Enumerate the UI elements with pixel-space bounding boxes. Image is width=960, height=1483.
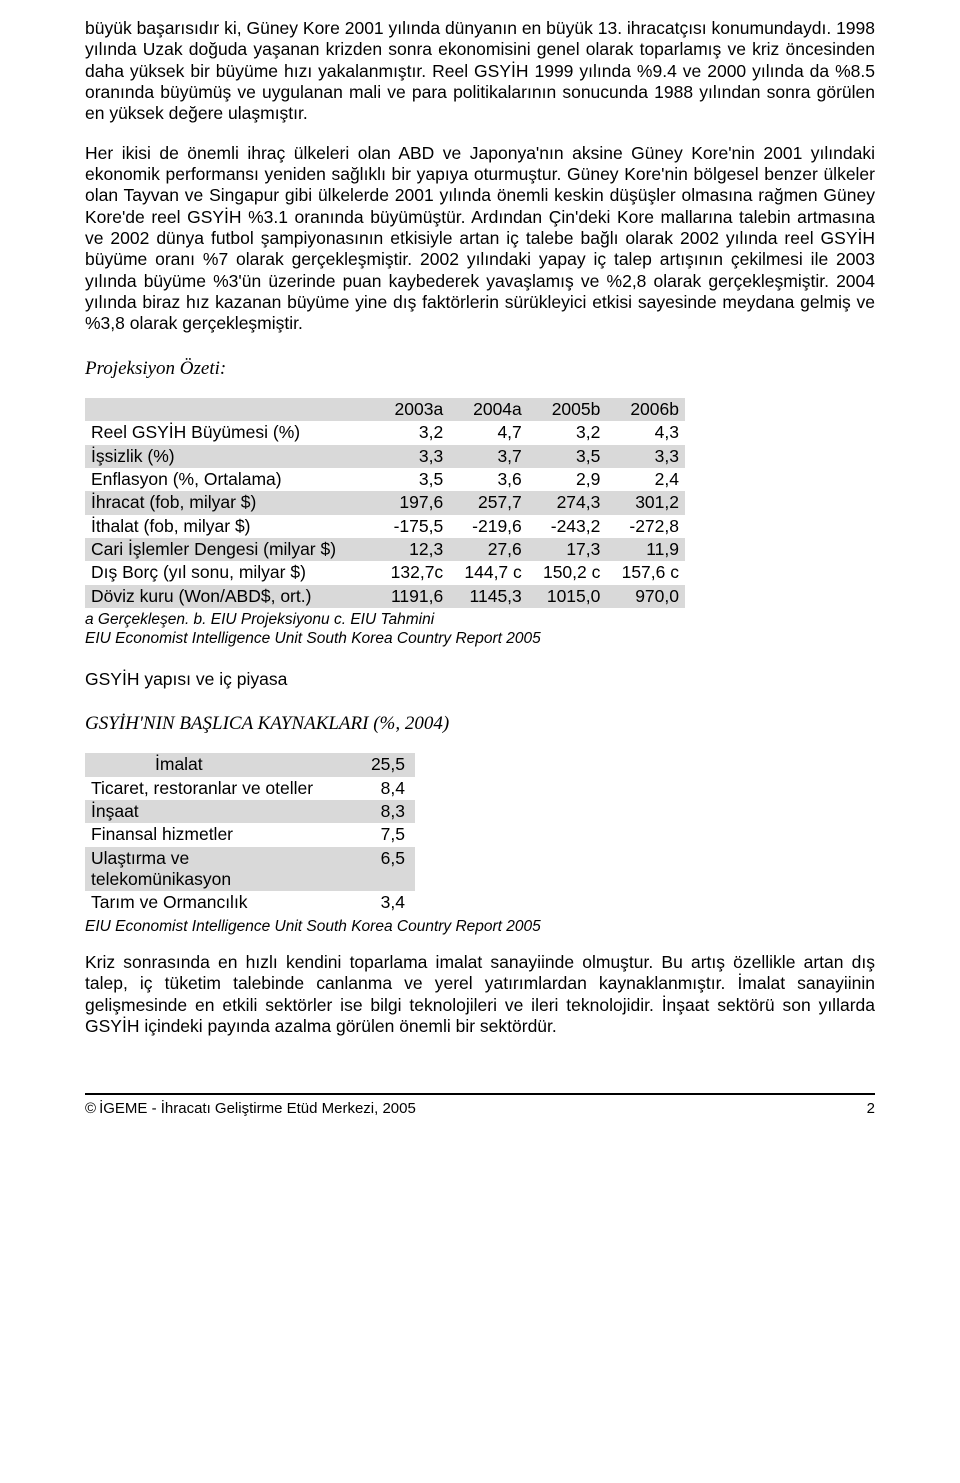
table-row: İnşaat 8,3 bbox=[85, 800, 415, 823]
cell: 274,3 bbox=[528, 491, 607, 514]
cell: -243,2 bbox=[528, 515, 607, 538]
cell: 27,6 bbox=[449, 538, 528, 561]
row-label: İnşaat bbox=[85, 800, 329, 823]
cell: 132,7c bbox=[376, 561, 449, 584]
projection-table: 2003a 2004a 2005b 2006b Reel GSYİH Büyüm… bbox=[85, 398, 685, 608]
cell: 4,3 bbox=[606, 421, 685, 444]
paragraph-2: Her ikisi de önemli ihraç ülkeleri olan … bbox=[85, 143, 875, 335]
row-label: Finansal hizmetler bbox=[85, 823, 329, 846]
cell: 257,7 bbox=[449, 491, 528, 514]
table-row: Finansal hizmetler 7,5 bbox=[85, 823, 415, 846]
cell: 3,3 bbox=[376, 445, 449, 468]
col-2005b: 2005b bbox=[528, 398, 607, 421]
gsy-source: EIU Economist Intelligence Unit South Ko… bbox=[85, 917, 875, 936]
projection-heading: Projeksiyon Özeti: bbox=[85, 357, 875, 380]
cell: 2,4 bbox=[606, 468, 685, 491]
cell: 197,6 bbox=[376, 491, 449, 514]
table-row: Enflasyon (%, Ortalama) 3,5 3,6 2,9 2,4 bbox=[85, 468, 685, 491]
cell: 3,5 bbox=[528, 445, 607, 468]
table-row: Reel GSYİH Büyümesi (%) 3,2 4,7 3,2 4,3 bbox=[85, 421, 685, 444]
table-row: Cari İşlemler Dengesi (milyar $) 12,3 27… bbox=[85, 538, 685, 561]
row-label: Ulaştırma ve telekomünikasyon bbox=[85, 847, 329, 892]
cell: 12,3 bbox=[376, 538, 449, 561]
cell: 144,7 c bbox=[449, 561, 528, 584]
cell: 25,5 bbox=[329, 753, 415, 776]
cell: 8,3 bbox=[329, 800, 415, 823]
cell: 7,5 bbox=[329, 823, 415, 846]
row-label: Tarım ve Ormancılık bbox=[85, 891, 329, 914]
cell: 3,6 bbox=[449, 468, 528, 491]
cell: 150,2 c bbox=[528, 561, 607, 584]
table-row: İhracat (fob, milyar $) 197,6 257,7 274,… bbox=[85, 491, 685, 514]
cell: -219,6 bbox=[449, 515, 528, 538]
table-row: Dış Borç (yıl sonu, milyar $) 132,7c 144… bbox=[85, 561, 685, 584]
cell: 3,2 bbox=[528, 421, 607, 444]
page-footer: ©İGEME - İhracatı Geliştirme Etüd Merkez… bbox=[85, 1093, 875, 1118]
footer-org: İGEME - İhracatı Geliştirme Etüd Merkezi… bbox=[99, 1100, 416, 1117]
cell: 157,6 c bbox=[606, 561, 685, 584]
cell: 3,3 bbox=[606, 445, 685, 468]
copyright-icon: © bbox=[85, 1100, 96, 1117]
paragraph-1: büyük başarısıdır ki, Güney Kore 2001 yı… bbox=[85, 18, 875, 125]
cell: 301,2 bbox=[606, 491, 685, 514]
table-row: Döviz kuru (Won/ABD$, ort.) 1191,6 1145,… bbox=[85, 585, 685, 608]
cell: 2,9 bbox=[528, 468, 607, 491]
table-row: İşsizlik (%) 3,3 3,7 3,5 3,3 bbox=[85, 445, 685, 468]
paragraph-3: Kriz sonrasında en hızlı kendini toparla… bbox=[85, 952, 875, 1037]
footer-left: ©İGEME - İhracatı Geliştirme Etüd Merkez… bbox=[85, 1100, 416, 1118]
gsy-subheading: GSYİH yapısı ve iç piyasa bbox=[85, 669, 875, 690]
cell: -272,8 bbox=[606, 515, 685, 538]
cell: 3,2 bbox=[376, 421, 449, 444]
gsy-table: İmalat 25,5 Ticaret, restoranlar ve otel… bbox=[85, 753, 415, 914]
cell: 11,9 bbox=[606, 538, 685, 561]
row-label: İşsizlik (%) bbox=[85, 445, 376, 468]
cell: 1191,6 bbox=[376, 585, 449, 608]
row-label: İhracat (fob, milyar $) bbox=[85, 491, 376, 514]
cell: 8,4 bbox=[329, 777, 415, 800]
row-label: Enflasyon (%, Ortalama) bbox=[85, 468, 376, 491]
row-label: Döviz kuru (Won/ABD$, ort.) bbox=[85, 585, 376, 608]
col-blank bbox=[85, 398, 376, 421]
cell: 17,3 bbox=[528, 538, 607, 561]
table-row: İmalat 25,5 bbox=[85, 753, 415, 776]
row-label: Cari İşlemler Dengesi (milyar $) bbox=[85, 538, 376, 561]
projection-source: EIU Economist Intelligence Unit South Ko… bbox=[85, 629, 875, 648]
cell: 3,5 bbox=[376, 468, 449, 491]
row-label: İmalat bbox=[85, 753, 329, 776]
col-2006b: 2006b bbox=[606, 398, 685, 421]
cell: 6,5 bbox=[329, 847, 415, 892]
row-label: İthalat (fob, milyar $) bbox=[85, 515, 376, 538]
cell: -175,5 bbox=[376, 515, 449, 538]
table-header-row: 2003a 2004a 2005b 2006b bbox=[85, 398, 685, 421]
cell: 4,7 bbox=[449, 421, 528, 444]
document-page: büyük başarısıdır ki, Güney Kore 2001 yı… bbox=[0, 0, 960, 1148]
col-2004a: 2004a bbox=[449, 398, 528, 421]
cell: 970,0 bbox=[606, 585, 685, 608]
projection-note: a Gerçekleşen. b. EIU Projeksiyonu c. EI… bbox=[85, 610, 875, 629]
cell: 1145,3 bbox=[449, 585, 528, 608]
row-label: Dış Borç (yıl sonu, milyar $) bbox=[85, 561, 376, 584]
cell: 3,7 bbox=[449, 445, 528, 468]
table-row: İthalat (fob, milyar $) -175,5 -219,6 -2… bbox=[85, 515, 685, 538]
table-row: Ticaret, restoranlar ve oteller 8,4 bbox=[85, 777, 415, 800]
table-row: Ulaştırma ve telekomünikasyon 6,5 bbox=[85, 847, 415, 892]
cell: 1015,0 bbox=[528, 585, 607, 608]
row-label: Reel GSYİH Büyümesi (%) bbox=[85, 421, 376, 444]
col-2003a: 2003a bbox=[376, 398, 449, 421]
cell: 3,4 bbox=[329, 891, 415, 914]
gsy-heading: GSYİH'NIN BAŞLICA KAYNAKLARI (%, 2004) bbox=[85, 712, 875, 735]
row-label: Ticaret, restoranlar ve oteller bbox=[85, 777, 329, 800]
table-row: Tarım ve Ormancılık 3,4 bbox=[85, 891, 415, 914]
page-number: 2 bbox=[867, 1100, 875, 1118]
